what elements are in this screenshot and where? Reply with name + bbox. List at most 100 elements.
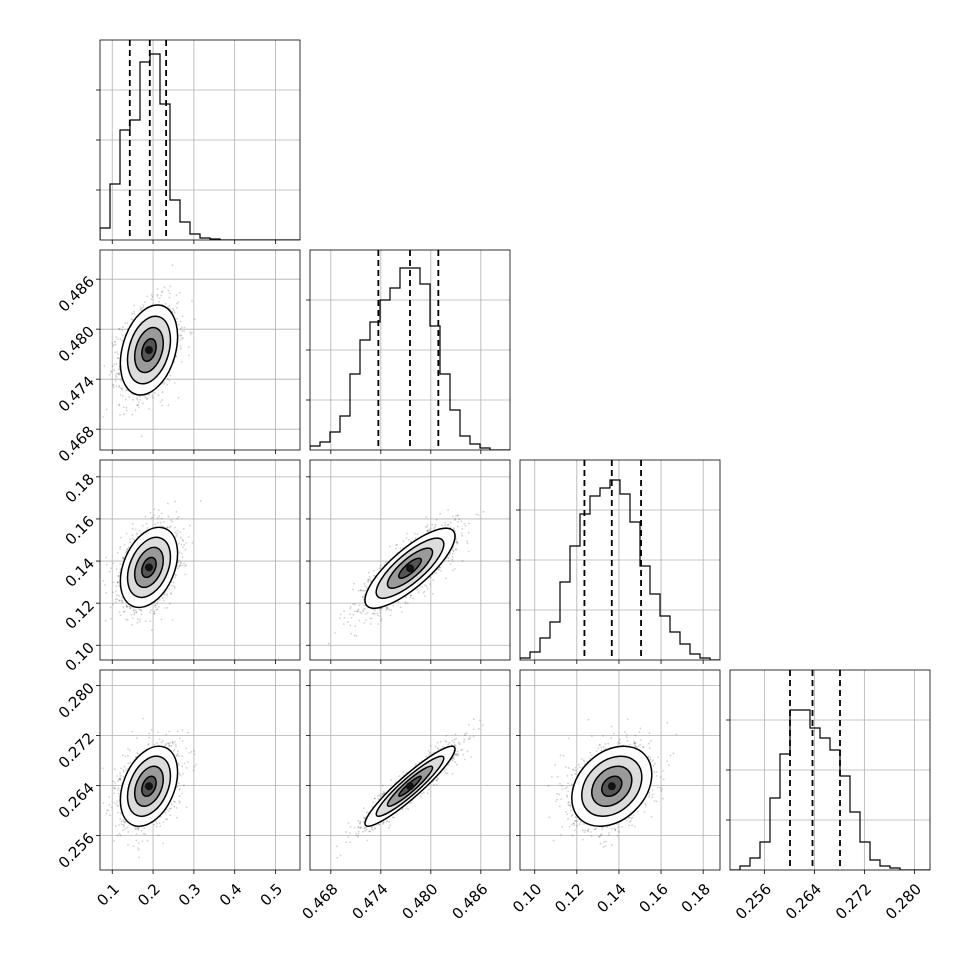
sample-point [360,589,363,592]
sample-point [118,585,121,587]
sample-point [461,527,464,530]
sample-point [180,561,182,564]
sample-point [139,609,142,611]
sample-point [153,612,156,615]
sample-point [353,634,356,637]
sample-point [120,599,123,602]
sample-point [151,629,153,632]
scatter-frame-0-1 [99,249,301,451]
sample-point [456,541,458,543]
sample-point [424,584,426,586]
sample-point [435,571,438,574]
sample-point [117,372,120,375]
sample-point [444,521,447,524]
hist-panel-0 [96,39,301,244]
sample-point [376,614,379,617]
sample-point [405,537,408,540]
sample-point [410,540,412,543]
sample-point [139,530,141,532]
sample-point [142,306,145,309]
sample-point [367,579,370,582]
sample-point [191,541,194,544]
hist-panel-0-grid [100,40,300,240]
sample-point [357,608,360,611]
sample-point [355,610,358,613]
sample-point [400,611,403,613]
sample-point [357,610,359,612]
sample-point [181,564,184,567]
sample-point [164,302,167,305]
sample-point [109,617,112,620]
sample-point [111,342,114,344]
sample-point [449,563,452,566]
sample-point [134,609,137,611]
contours-0-1 [119,304,179,396]
sample-point [352,588,354,591]
sample-point [105,408,108,411]
sample-point [117,581,119,584]
sample-point [395,544,397,546]
sample-point [172,581,175,584]
sample-point [178,565,181,568]
sample-point [385,606,388,609]
sample-point [385,561,387,564]
sample-point [145,397,147,399]
sample-point [132,609,135,612]
sample-point [151,394,154,397]
sample-point [125,549,128,552]
sample-point [110,567,112,570]
sample-point [166,526,169,529]
sample-point [179,562,182,565]
sample-point [185,564,188,566]
sample-point [464,524,467,527]
sample-point [437,568,439,571]
sample-point [161,391,164,394]
sample-point [159,521,162,524]
sample-point [178,542,180,545]
sample-point [427,529,429,531]
sample-point [156,295,159,297]
sample-point [189,331,191,334]
scatter-frame-0-2 [99,459,301,661]
sample-point [174,576,177,579]
sample-point [435,518,438,521]
sample-point [455,540,458,543]
sample-point [117,357,120,360]
sample-point [171,264,174,267]
sample-point [160,517,163,520]
sample-point [179,320,182,323]
sample-point [137,618,139,620]
sample-point [129,607,132,610]
sample-point [112,603,115,606]
sample-point [379,611,382,614]
sample-point [168,304,171,307]
sample-point [124,551,127,554]
sample-point [122,606,124,609]
hist-panel-2 [516,459,721,664]
sample-point [140,610,143,612]
sample-point [131,312,134,315]
sample-point [424,595,427,598]
sample-point [141,525,144,527]
sample-point [349,624,352,627]
sample-point [374,609,377,612]
sample-point [182,337,185,339]
sample-point [124,322,127,324]
sample-point [426,530,429,532]
sample-point [171,521,174,523]
sample-point [425,585,428,588]
sample-point [122,406,125,409]
sample-point [122,334,124,336]
sample-point [148,408,151,410]
sample-point [456,514,459,517]
sample-point [137,608,140,611]
sample-point [360,612,363,615]
sample-point [441,524,443,526]
sample-point [423,590,426,593]
sample-point [399,606,402,609]
sample-point [154,604,157,606]
sample-point [136,622,139,624]
sample-point [181,539,184,541]
sample-point [182,527,185,530]
sample-point [134,528,137,531]
